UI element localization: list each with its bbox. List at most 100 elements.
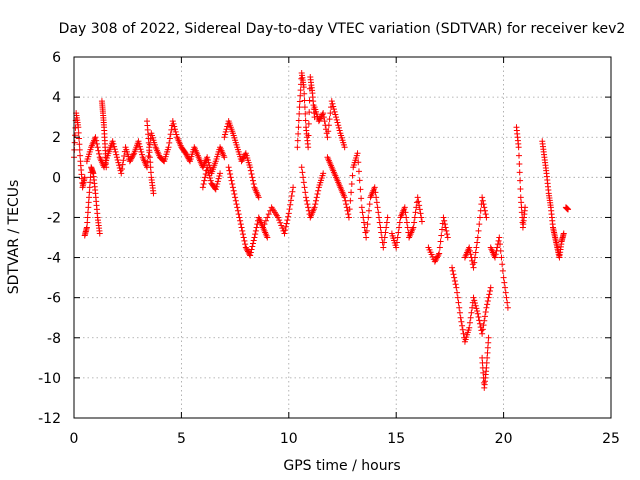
data-point <box>374 204 381 211</box>
data-point <box>443 227 450 234</box>
data-point <box>401 204 408 211</box>
data-point <box>403 219 410 226</box>
data-point <box>358 195 365 202</box>
data-point <box>373 194 380 201</box>
data-point <box>355 159 362 166</box>
data-point <box>466 324 473 331</box>
data-point <box>298 164 305 171</box>
data-point <box>231 191 238 198</box>
data-point <box>288 193 295 200</box>
data-point <box>276 217 283 224</box>
data-point <box>402 209 409 216</box>
data-point <box>455 299 462 306</box>
data-point <box>302 194 309 201</box>
x-tick-label: 15 <box>387 431 405 447</box>
data-point <box>329 100 336 107</box>
data-point <box>482 211 489 218</box>
data-point <box>449 264 456 271</box>
data-point <box>294 144 301 151</box>
y-axis-label: SDTVAR / TECUs <box>6 180 22 295</box>
data-point <box>111 143 118 150</box>
data-point <box>366 201 373 208</box>
data-point <box>440 214 447 221</box>
data-point <box>173 131 180 138</box>
data-point <box>264 214 271 221</box>
data-point <box>295 124 302 131</box>
data-point <box>480 322 487 329</box>
data-point <box>403 214 410 221</box>
data-point <box>304 201 311 208</box>
data-point <box>381 239 388 246</box>
data-point <box>316 116 323 123</box>
data-point <box>384 214 391 221</box>
data-point <box>376 219 383 226</box>
data-point <box>250 240 256 247</box>
data-point <box>94 144 101 151</box>
data-point <box>129 152 136 159</box>
data-point <box>481 204 488 211</box>
data-point <box>233 201 240 208</box>
data-point <box>244 247 251 254</box>
data-point <box>277 219 284 226</box>
data-point <box>305 120 312 127</box>
data-point <box>247 252 254 259</box>
data-point <box>234 204 241 211</box>
data-point <box>112 148 119 155</box>
data-point <box>77 152 84 159</box>
data-point <box>381 234 388 241</box>
data-point <box>222 128 229 135</box>
data-point <box>484 344 491 351</box>
data-point <box>365 214 372 221</box>
data-point <box>302 189 309 196</box>
data-point <box>320 114 327 121</box>
data-point <box>184 152 191 159</box>
data-point <box>250 237 257 244</box>
data-point <box>171 123 178 130</box>
data-point <box>302 110 309 117</box>
data-point <box>499 261 506 268</box>
plot-frame <box>73 56 612 419</box>
data-point <box>262 217 269 224</box>
data-point <box>147 159 154 166</box>
data-point <box>483 359 490 366</box>
data-point <box>301 97 308 104</box>
data-point <box>438 232 445 239</box>
data-point <box>459 322 466 329</box>
data-point <box>311 114 318 121</box>
data-point <box>436 244 443 251</box>
data-point <box>472 249 479 256</box>
data-point <box>466 247 473 254</box>
data-point <box>517 177 524 184</box>
data-point <box>93 140 100 147</box>
data-point <box>204 156 211 163</box>
x-tick-label: 20 <box>495 431 513 447</box>
data-point <box>364 221 371 228</box>
data-point <box>241 237 248 244</box>
data-point <box>494 244 501 251</box>
data-point <box>518 199 525 206</box>
data-point <box>483 304 490 311</box>
data-point <box>341 194 348 201</box>
data-point <box>224 123 231 130</box>
data-point <box>170 120 177 127</box>
data-point <box>76 135 83 142</box>
data-point <box>249 243 256 250</box>
data-point <box>227 174 234 181</box>
data-point <box>120 157 127 164</box>
data-point <box>138 148 145 155</box>
data-point <box>476 317 483 324</box>
data-point <box>166 139 173 146</box>
data-point <box>516 169 523 176</box>
data-point <box>86 194 93 201</box>
data-point <box>485 334 492 341</box>
data-point <box>250 181 257 188</box>
data-point <box>96 150 103 157</box>
data-point <box>333 114 340 121</box>
data-point <box>330 106 337 113</box>
data-point <box>492 254 499 261</box>
data-point <box>470 264 477 271</box>
data-point <box>145 152 152 159</box>
data-point <box>146 144 153 151</box>
